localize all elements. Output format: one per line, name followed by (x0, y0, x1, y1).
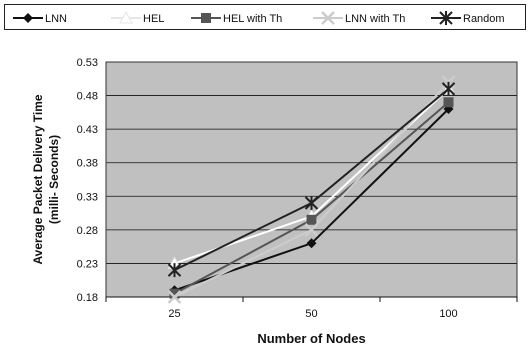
legend-marker (321, 11, 335, 25)
plot-area (106, 62, 517, 297)
legend-item-lnn-with-th: LNN with Th (313, 11, 405, 25)
legend-item-lnn: LNN (13, 13, 67, 25)
legend-marker (119, 10, 133, 24)
legend-item-hel-with-th: HEL with Th (191, 13, 282, 25)
data-point-random (304, 196, 319, 210)
data-point-hel-with-th (169, 288, 180, 299)
legend-marker (201, 13, 211, 23)
y-tick-label: 0.28 (77, 225, 98, 237)
y-tick-label: 0.53 (77, 57, 98, 69)
legend-svg: LNN HEL HEL with Th LNN with Th Random (13, 10, 505, 25)
data-point-lnn (306, 238, 317, 249)
y-tick-label: 0.23 (77, 258, 98, 270)
x-axis-label: Number of Nodes (257, 331, 365, 346)
legend-item-random: Random (431, 11, 505, 25)
y-tick-label: 0.43 (77, 124, 98, 136)
x-tick-label: 25 (168, 308, 180, 320)
data-point-lnn-with-th (167, 290, 182, 304)
y-tick-label: 0.18 (77, 292, 98, 304)
y-axis-label: Average Packet Delivery Time (31, 94, 45, 264)
series-hel-with-th (169, 97, 454, 299)
legend-label: HEL (143, 13, 164, 25)
legend-label: LNN with Th (345, 13, 405, 25)
legend-item-hel: HEL (111, 10, 164, 25)
y-tick-label: 0.38 (77, 158, 98, 170)
x-tick-label: 100 (439, 308, 457, 320)
legend-marker (23, 13, 33, 23)
legend-label: LNN (45, 13, 67, 25)
data-point-random (167, 263, 182, 278)
data-point-hel-with-th (443, 97, 454, 108)
tick-labels: 0.18 0.23 0.28 0.33 0.38 0.43 0.48 0.53 25 50 100 (77, 57, 458, 320)
y-axis-unit-label: (milli- Seconds) (47, 135, 61, 224)
series-lnn-with-th (167, 75, 456, 304)
x-tick-label: 50 (305, 308, 317, 320)
series-layer (167, 75, 456, 304)
legend-label: HEL with Th (223, 13, 282, 25)
y-tick-label: 0.48 (77, 91, 98, 103)
data-point-random (441, 81, 456, 96)
y-tick-label: 0.33 (77, 191, 98, 203)
chart-legend: LNN HEL HEL with Th LNN with Th Random (4, 4, 526, 30)
series-random (167, 81, 456, 278)
data-point-lnn-with-th (304, 222, 319, 237)
data-point-hel-with-th (306, 214, 317, 225)
legend-label: Random (463, 13, 505, 25)
legend-marker (439, 11, 453, 25)
